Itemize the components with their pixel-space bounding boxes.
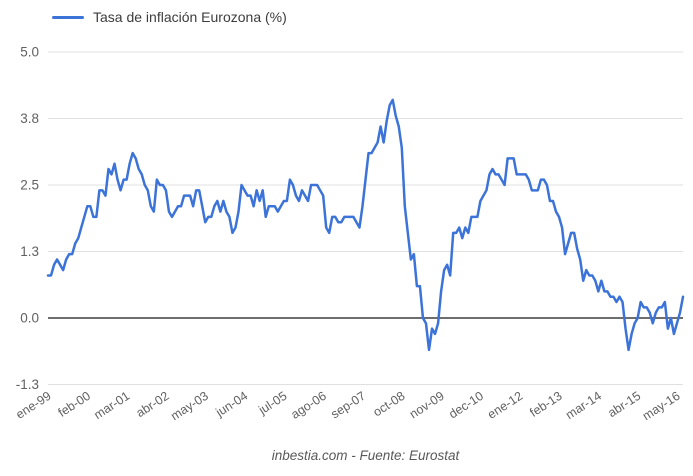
y-tick-label: 2.5 (20, 178, 39, 193)
x-tick-label: feb-00 (56, 389, 93, 420)
legend: Tasa de inflación Eurozona (%) (52, 9, 287, 25)
y-tick-label: 1.3 (20, 244, 39, 259)
x-tick-label: ene-12 (485, 389, 525, 422)
x-tick-label: may-03 (168, 389, 211, 423)
legend-label: Tasa de inflación Eurozona (%) (93, 9, 287, 25)
x-tick-label: may-16 (640, 389, 683, 423)
x-tick-label: nov-09 (407, 389, 447, 422)
x-tick-label: ene-99 (13, 389, 53, 422)
x-tick-label: sep-07 (328, 389, 368, 422)
chart-source-footer: inbestia.com - Fuente: Eurostat (271, 448, 460, 463)
x-tick-label: ago-06 (289, 389, 329, 422)
y-tick-label: 3.8 (20, 111, 39, 126)
x-tick-label: feb-13 (527, 389, 564, 420)
y-tick-label: 5.0 (20, 45, 39, 60)
x-tick-label: jun-04 (213, 389, 251, 420)
x-tick-label: abr-02 (134, 389, 172, 420)
x-tick-label: oct-08 (371, 389, 408, 420)
legend-line-swatch (52, 15, 84, 19)
y-tick-label: -1.3 (16, 377, 39, 392)
x-tick-label: mar-14 (563, 389, 604, 422)
x-tick-label: dec-10 (446, 389, 486, 422)
x-tick-label: mar-01 (91, 389, 132, 422)
y-tick-label: 0.0 (20, 311, 39, 326)
x-tick-label: jul-05 (255, 389, 289, 418)
x-tick-label: abr-15 (605, 389, 643, 420)
inflation-series-line (46, 98, 685, 352)
